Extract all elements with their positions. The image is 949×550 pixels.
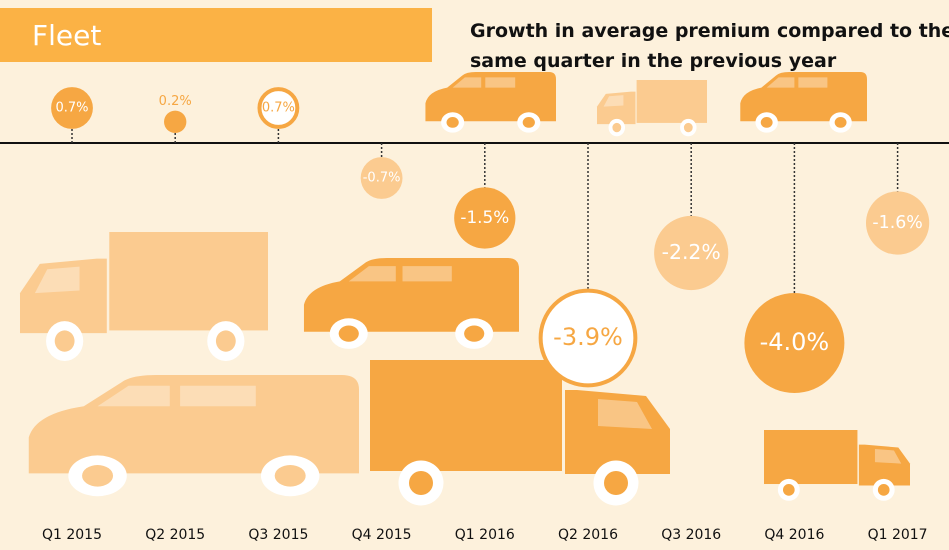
truck — [20, 232, 268, 362]
van — [425, 72, 556, 133]
value-label: 0.7% — [55, 101, 88, 116]
x-tick-label: Q3 2016 — [661, 527, 721, 543]
vehicles — [20, 72, 910, 506]
value-label: -1.5% — [460, 207, 509, 227]
bubble — [454, 187, 516, 249]
x-tick-label: Q4 2015 — [352, 527, 412, 543]
title-line: same quarter in the previous year — [470, 50, 837, 72]
x-tick-label: Q2 2015 — [145, 527, 205, 543]
van — [303, 258, 519, 349]
value-label: -2.2% — [662, 240, 721, 264]
bubble — [257, 87, 300, 129]
value-label: -0.7% — [363, 171, 401, 186]
x-tick-label: Q1 2015 — [42, 527, 102, 543]
bubble — [164, 110, 187, 133]
value-label: 0.7% — [262, 101, 295, 116]
header-bar — [0, 8, 432, 62]
truck — [764, 430, 910, 501]
bubble — [360, 157, 403, 199]
value-label: -4.0% — [760, 328, 830, 356]
truck — [370, 360, 670, 506]
x-tick-label: Q4 2016 — [764, 527, 824, 543]
x-tick-label: Q1 2016 — [455, 527, 515, 543]
x-tick-label: Q3 2015 — [248, 527, 308, 543]
truck — [597, 80, 707, 137]
value-label: -3.9% — [553, 323, 623, 351]
bubble — [865, 191, 930, 255]
bubble — [744, 293, 845, 393]
x-tick-label: Q2 2016 — [558, 527, 618, 543]
bubble — [538, 288, 638, 388]
title-line: Growth in average premium compared to th… — [470, 20, 949, 42]
bubble — [51, 87, 93, 129]
value-label: -1.6% — [872, 213, 922, 233]
x-tick-label: Q1 2017 — [868, 527, 928, 543]
chart-title: Growth in average premium compared to th… — [470, 20, 949, 72]
van — [740, 72, 867, 133]
value-label: 0.2% — [159, 94, 192, 109]
header: Fleet — [32, 19, 101, 52]
van — [28, 375, 359, 497]
bubble — [654, 215, 729, 291]
